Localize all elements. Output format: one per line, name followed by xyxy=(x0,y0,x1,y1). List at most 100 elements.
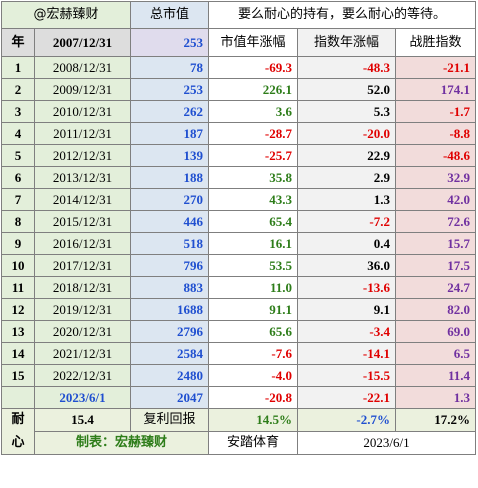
performance-table: @宏赫臻财 总市值 要么耐心的持有，要么耐心的等待。 年 2007/12/31 … xyxy=(0,1,477,455)
row-beat: 72.6 xyxy=(395,210,477,233)
row-index-change: -48.3 xyxy=(297,56,397,79)
row-index: 10 xyxy=(1,254,35,277)
row-date: 2014/12/31 xyxy=(33,188,132,211)
row-value: 2047 xyxy=(130,386,210,409)
table-row: 14 2021/12/31 2584 -7.6 -14.1 6.5 xyxy=(1,342,477,365)
row-value: 78 xyxy=(130,56,210,79)
row-date: 2008/12/31 xyxy=(33,56,132,79)
row-date: 2023/6/1 xyxy=(33,386,132,409)
row-beat: 11.4 xyxy=(395,364,477,387)
row-cap-change: 91.1 xyxy=(208,298,299,321)
table-row: 2023/6/1 2047 -20.8 -22.1 1.3 xyxy=(1,386,477,409)
row-date: 2011/12/31 xyxy=(33,122,132,145)
row-index: 14 xyxy=(1,342,35,365)
row-index: 3 xyxy=(1,100,35,123)
row-beat: -48.6 xyxy=(395,144,477,167)
row-cap-change: -20.8 xyxy=(208,386,299,409)
table-row: 10 2017/12/31 796 53.5 36.0 17.5 xyxy=(1,254,477,277)
row-cap-change: -7.6 xyxy=(208,342,299,365)
row-date: 2017/12/31 xyxy=(33,254,132,277)
row-beat: 32.9 xyxy=(395,166,477,189)
table-row: 11 2018/12/31 883 11.0 -13.6 24.7 xyxy=(1,276,477,299)
cagr-index: -2.7% xyxy=(297,408,397,432)
table-row: 12 2019/12/31 1688 91.1 9.1 82.0 xyxy=(1,298,477,321)
row-value: 262 xyxy=(130,100,210,123)
row-index: 9 xyxy=(1,232,35,255)
row-index: 15 xyxy=(1,364,35,387)
row-date: 2009/12/31 xyxy=(33,78,132,101)
row-index-change: -3.4 xyxy=(297,320,397,343)
row-index-change: 5.3 xyxy=(297,100,397,123)
footer-date: 2023/6/1 xyxy=(297,431,477,455)
row-cap-change: -4.0 xyxy=(208,364,299,387)
row-index-change: 9.1 xyxy=(297,298,397,321)
row-cap-change: 35.8 xyxy=(208,166,299,189)
footer-years: 15.4 xyxy=(33,408,132,432)
cagr-beat: 17.2% xyxy=(395,408,477,432)
row-date: 2013/12/31 xyxy=(33,166,132,189)
table-row: 7 2014/12/31 270 43.3 1.3 42.0 xyxy=(1,188,477,211)
row-index xyxy=(1,386,35,409)
row-value: 796 xyxy=(130,254,210,277)
row-index-change: 0.4 xyxy=(297,232,397,255)
footer-label-top: 耐 xyxy=(1,408,35,432)
row-value: 883 xyxy=(130,276,210,299)
row-cap-change: 226.1 xyxy=(208,78,299,101)
beat-index-header: 战胜指数 xyxy=(395,28,477,57)
row-beat: 82.0 xyxy=(395,298,477,321)
row-index: 5 xyxy=(1,144,35,167)
subheader-row: 年 2007/12/31 253 市值年涨幅 指数年涨幅 战胜指数 xyxy=(1,28,477,57)
total-cap-header: 总市值 xyxy=(130,1,210,29)
row-date: 2016/12/31 xyxy=(33,232,132,255)
row-date: 2020/12/31 xyxy=(33,320,132,343)
row-beat: 1.3 xyxy=(395,386,477,409)
row-value: 518 xyxy=(130,232,210,255)
motto: 要么耐心的持有，要么耐心的等待。 xyxy=(208,1,477,29)
row-date: 2021/12/31 xyxy=(33,342,132,365)
row-beat: 17.5 xyxy=(395,254,477,277)
base-date: 2007/12/31 xyxy=(33,28,132,57)
row-value: 1688 xyxy=(130,298,210,321)
year-header: 年 xyxy=(1,28,35,57)
row-cap-change: 43.3 xyxy=(208,188,299,211)
row-beat: -8.8 xyxy=(395,122,477,145)
base-value: 253 xyxy=(130,28,210,57)
cagr-cap: 14.5% xyxy=(208,408,299,432)
row-beat: 6.5 xyxy=(395,342,477,365)
row-beat: 15.7 xyxy=(395,232,477,255)
row-cap-change: -28.7 xyxy=(208,122,299,145)
row-value: 2584 xyxy=(130,342,210,365)
row-beat: 69.0 xyxy=(395,320,477,343)
row-date: 2010/12/31 xyxy=(33,100,132,123)
row-index-change: -7.2 xyxy=(297,210,397,233)
row-date: 2019/12/31 xyxy=(33,298,132,321)
row-cap-change: 3.6 xyxy=(208,100,299,123)
row-date: 2015/12/31 xyxy=(33,210,132,233)
title-row: @宏赫臻财 总市值 要么耐心的持有，要么耐心的等待。 xyxy=(0,1,477,29)
row-beat: -21.1 xyxy=(395,56,477,79)
row-value: 253 xyxy=(130,78,210,101)
row-value: 139 xyxy=(130,144,210,167)
row-index: 6 xyxy=(1,166,35,189)
table-row: 6 2013/12/31 188 35.8 2.9 32.9 xyxy=(1,166,477,189)
row-value: 188 xyxy=(130,166,210,189)
row-cap-change: 65.4 xyxy=(208,210,299,233)
row-date: 2018/12/31 xyxy=(33,276,132,299)
row-index: 8 xyxy=(1,210,35,233)
table-row: 5 2012/12/31 139 -25.7 22.9 -48.6 xyxy=(1,144,477,167)
row-cap-change: -25.7 xyxy=(208,144,299,167)
row-index-change: 52.0 xyxy=(297,78,397,101)
table-row: 9 2016/12/31 518 16.1 0.4 15.7 xyxy=(1,232,477,255)
row-index-change: 2.9 xyxy=(297,166,397,189)
table-row: 8 2015/12/31 446 65.4 -7.2 72.6 xyxy=(1,210,477,233)
row-index-change: -22.1 xyxy=(297,386,397,409)
company-name: 安踏体育 xyxy=(208,431,299,455)
table-row: 13 2020/12/31 2796 65.6 -3.4 69.0 xyxy=(1,320,477,343)
row-index: 11 xyxy=(1,276,35,299)
row-beat: -1.7 xyxy=(395,100,477,123)
row-beat: 174.1 xyxy=(395,78,477,101)
row-cap-change: 53.5 xyxy=(208,254,299,277)
row-beat: 24.7 xyxy=(395,276,477,299)
index-change-header: 指数年涨幅 xyxy=(297,28,397,57)
maker-row: 心 制表：宏赫臻财 安踏体育 2023/6/1 xyxy=(1,431,477,455)
